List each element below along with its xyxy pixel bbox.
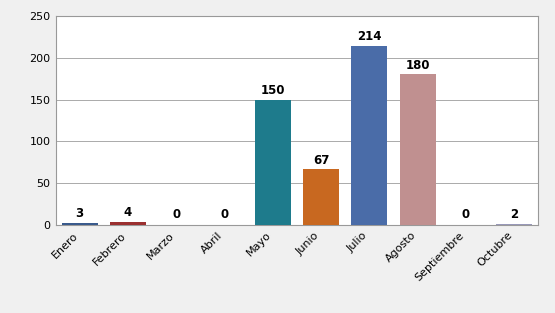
Text: 0: 0 [462,208,470,221]
Text: 0: 0 [220,208,229,221]
Bar [110,222,146,225]
Bar [303,169,339,225]
Bar [255,100,291,225]
Text: 4: 4 [124,207,132,219]
Bar [351,46,387,225]
Text: 67: 67 [313,154,329,167]
Text: 214: 214 [357,30,382,43]
Text: 0: 0 [172,208,180,221]
Text: 150: 150 [260,84,285,97]
Bar [400,74,436,225]
Text: 2: 2 [510,208,518,221]
Text: 3: 3 [75,207,84,220]
Bar [496,224,532,225]
Bar [62,223,98,225]
Text: 180: 180 [405,59,430,72]
